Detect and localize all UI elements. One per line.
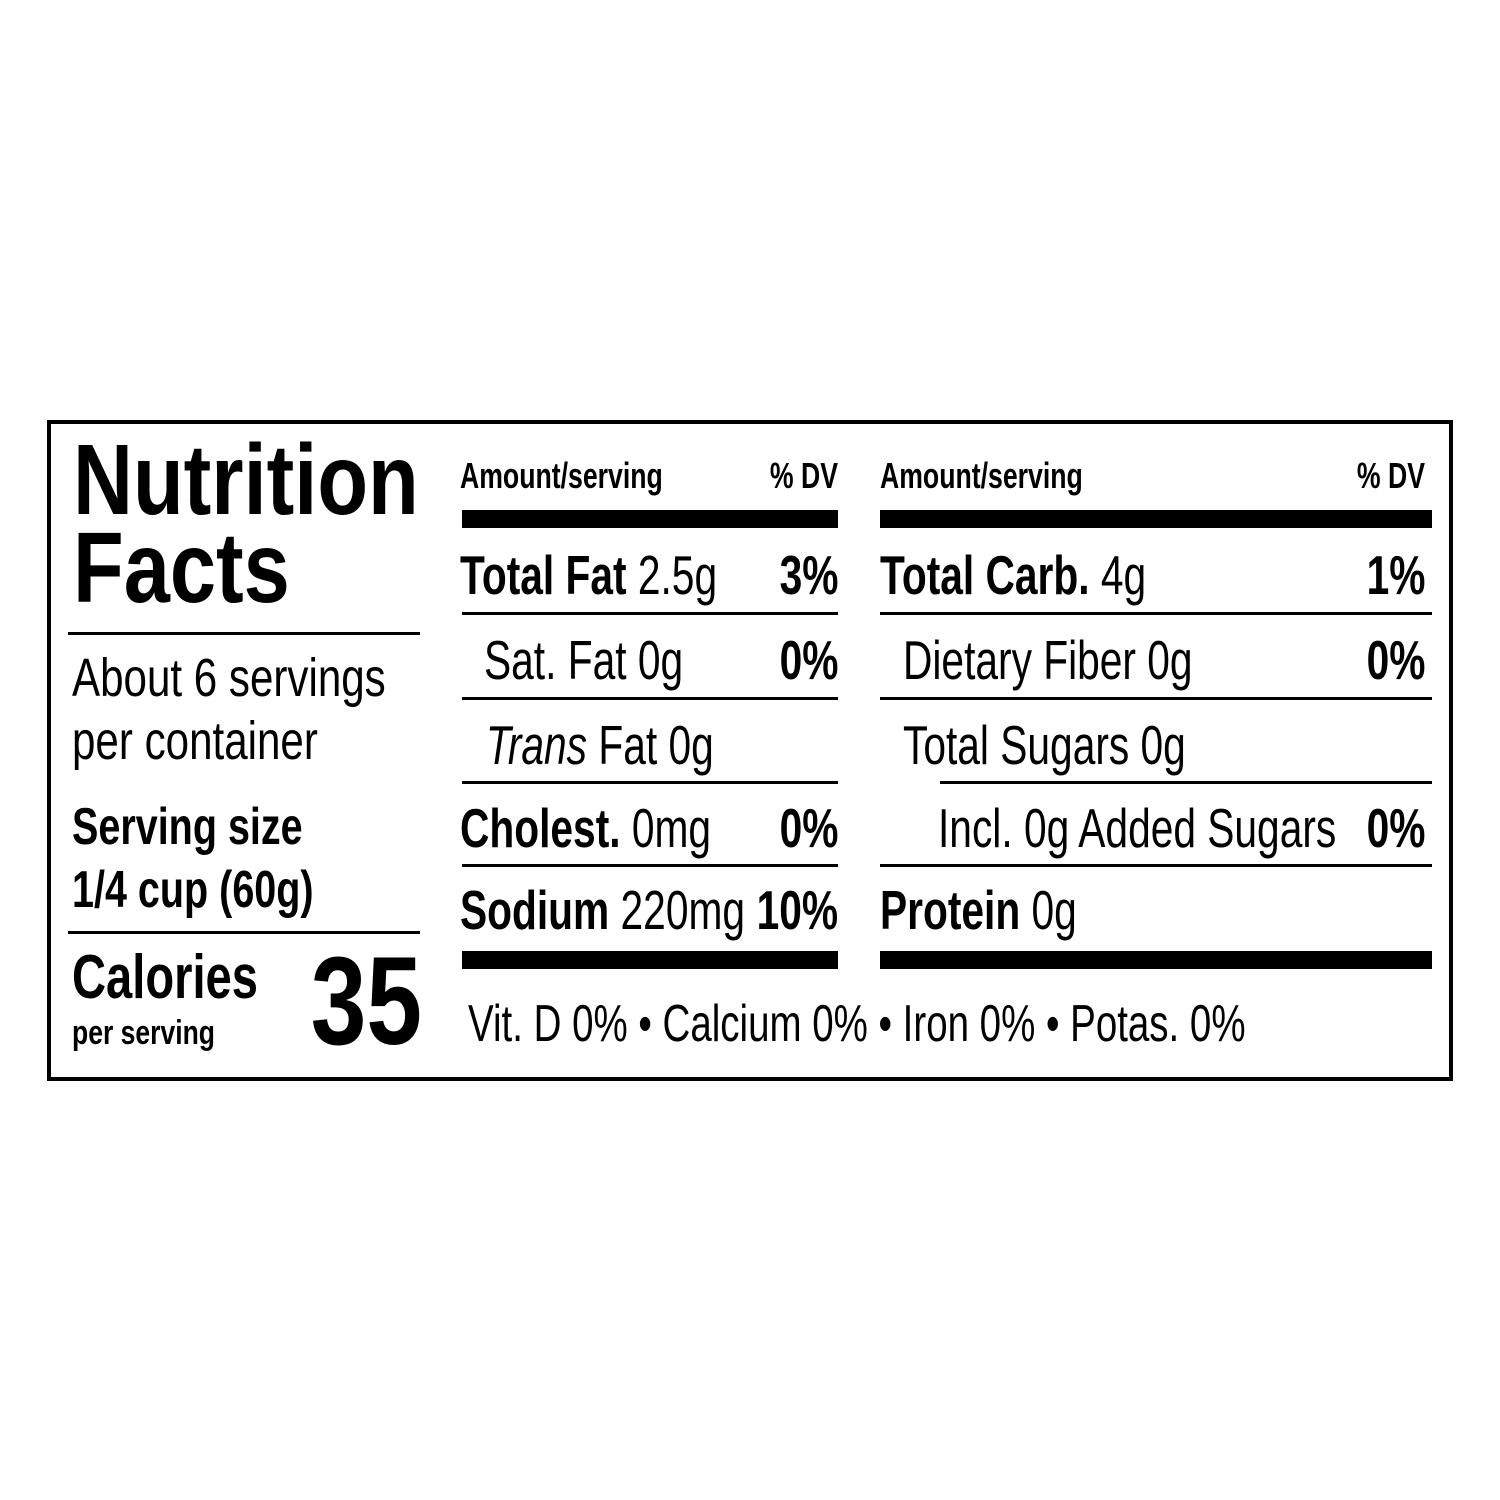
nutrient-protein: Protein 0g — [880, 879, 1077, 941]
dv-total-carb: 1% — [1366, 544, 1425, 606]
calories-value: 35 — [310, 932, 422, 1071]
serving-size-label: Serving size — [72, 798, 303, 856]
nutrient-trans-fat: Trans Fat 0g — [486, 714, 714, 776]
title-facts: Facts — [73, 512, 290, 624]
thick-bar — [462, 951, 838, 969]
divider — [68, 931, 420, 934]
dv-added-sugars: 0% — [1366, 797, 1425, 859]
dv-sat-fat: 0% — [779, 629, 838, 691]
header-dv: % DV — [769, 455, 838, 496]
thick-bar — [880, 510, 1432, 528]
nutrient-added-sugars: Incl. 0g Added Sugars — [938, 797, 1337, 859]
dv-sodium: 10% — [756, 879, 838, 941]
nutrient-dietary-fiber: Dietary Fiber 0g — [903, 629, 1193, 691]
dv-cholesterol: 0% — [779, 797, 838, 859]
header-dv-right: % DV — [1356, 455, 1425, 496]
divider — [880, 864, 1432, 867]
nutrient-cholesterol: Cholest. 0mg — [460, 797, 712, 859]
dv-total-fat: 3% — [779, 544, 838, 606]
nutrient-total-sugars: Total Sugars 0g — [903, 714, 1186, 776]
divider — [880, 612, 1432, 615]
nutrient-total-carb: Total Carb. 4g — [880, 544, 1147, 606]
thick-bar — [462, 510, 838, 528]
servings-per-container-2: per container — [72, 711, 318, 771]
servings-per-container: About 6 servings — [72, 648, 386, 708]
nutrient-sodium: Sodium 220mg — [460, 879, 745, 941]
divider — [880, 697, 1432, 700]
dv-dietary-fiber: 0% — [1366, 629, 1425, 691]
calories-label: Calories — [72, 943, 258, 1012]
divider — [462, 781, 838, 784]
nutrient-sat-fat: Sat. Fat 0g — [484, 629, 684, 691]
serving-size-value: 1/4 cup (60g) — [72, 861, 314, 919]
header-amount-right: Amount/serving — [880, 455, 1083, 496]
divider — [940, 781, 1432, 784]
divider — [462, 864, 838, 867]
nutrient-total-fat: Total Fat 2.5g — [460, 544, 718, 606]
divider — [462, 612, 838, 615]
divider — [462, 697, 838, 700]
header-amount: Amount/serving — [460, 455, 663, 496]
vitamins-minerals: Vit. D 0% • Calcium 0% • Iron 0% • Potas… — [468, 995, 1246, 1053]
divider — [68, 632, 420, 635]
thick-bar — [880, 951, 1432, 969]
calories-sublabel: per serving — [72, 1014, 215, 1052]
title-nutrition: Nutrition — [73, 424, 419, 536]
nutrition-facts-label — [47, 420, 1453, 1081]
